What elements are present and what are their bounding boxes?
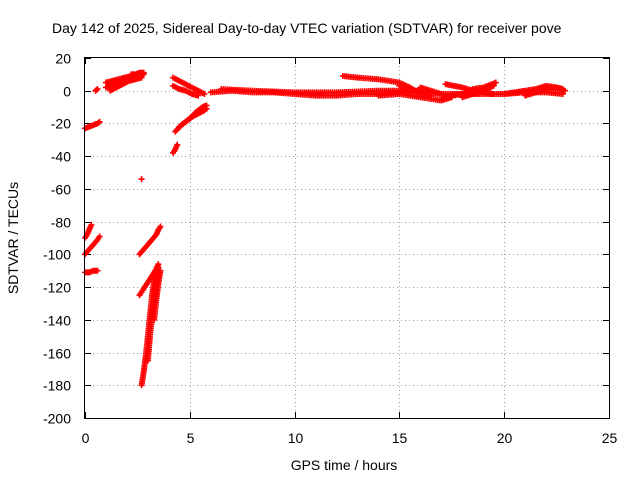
y-tick-label: -100 bbox=[43, 247, 71, 263]
data-point-marker bbox=[140, 69, 147, 76]
data-point-marker bbox=[203, 102, 210, 109]
x-tick-label: 0 bbox=[82, 430, 90, 446]
data-segment bbox=[138, 176, 145, 183]
y-tick-label: -20 bbox=[51, 116, 71, 132]
data-point-marker bbox=[490, 91, 497, 97]
data-point-marker bbox=[94, 267, 101, 274]
y-tick-label: -140 bbox=[43, 313, 71, 329]
data-point-marker bbox=[155, 264, 162, 271]
data-segment bbox=[218, 86, 424, 96]
y-tick-label: -160 bbox=[43, 346, 71, 362]
x-tick-label: 20 bbox=[497, 430, 513, 446]
data-point-marker bbox=[490, 82, 497, 89]
data-segment bbox=[128, 69, 147, 78]
y-tick-label: 20 bbox=[55, 51, 71, 67]
grid-lines bbox=[85, 58, 609, 418]
data-point-marker bbox=[138, 176, 145, 183]
data-segment bbox=[136, 223, 164, 258]
data-segment bbox=[82, 221, 95, 241]
data-point-marker bbox=[157, 267, 164, 274]
data-point-marker bbox=[96, 233, 103, 240]
data-segment bbox=[396, 82, 434, 99]
data-segment bbox=[459, 82, 497, 101]
data-point-marker bbox=[96, 118, 103, 125]
data-segment bbox=[186, 102, 210, 122]
data-segment bbox=[82, 267, 101, 276]
data-segment bbox=[170, 82, 202, 99]
data-point-marker bbox=[95, 119, 102, 126]
chart-title: Day 142 of 2025, Sidereal Day-to-day VTE… bbox=[52, 20, 562, 36]
data-segment bbox=[170, 141, 181, 156]
y-tick-label: -80 bbox=[51, 215, 71, 231]
x-tick-label: 25 bbox=[602, 430, 618, 446]
data-segment bbox=[82, 118, 103, 132]
data-segment bbox=[107, 74, 145, 94]
y-tick-label: -40 bbox=[51, 149, 71, 165]
y-tick-label: 0 bbox=[63, 84, 71, 100]
x-tick-label: 15 bbox=[392, 430, 408, 446]
data-segment bbox=[522, 84, 566, 99]
data-point-marker bbox=[195, 92, 202, 99]
plot-frame bbox=[84, 57, 610, 419]
y-axis-label: SDTVAR / TECUs bbox=[5, 182, 21, 294]
data-point-marker bbox=[93, 86, 100, 93]
y-tick-label: -120 bbox=[43, 280, 71, 296]
data-point-marker bbox=[174, 141, 181, 148]
x-tick-label: 10 bbox=[288, 430, 304, 446]
axis-ticks bbox=[85, 58, 610, 419]
data-segment bbox=[417, 84, 445, 97]
y-tick-label: -180 bbox=[43, 378, 71, 394]
data-point-marker bbox=[559, 86, 566, 93]
y-tick-label: -200 bbox=[43, 411, 71, 427]
data-point-marker bbox=[94, 86, 101, 93]
data-points bbox=[82, 69, 568, 389]
y-tick-labels: 20 0 -20 -40 -60 -80 -100 -120 -140 -160 -180 -200 bbox=[43, 51, 71, 427]
x-tick-labels: 0 5 10 15 20 25 bbox=[82, 430, 618, 446]
y-tick-label: -60 bbox=[51, 182, 71, 198]
data-point-marker bbox=[157, 223, 164, 230]
data-segment bbox=[151, 267, 164, 323]
data-point-marker bbox=[201, 91, 208, 97]
x-axis-label: GPS time / hours bbox=[291, 457, 398, 473]
data-point-marker bbox=[492, 79, 499, 86]
data-point-marker bbox=[88, 221, 95, 228]
data-segment bbox=[92, 86, 101, 94]
x-tick-label: 5 bbox=[187, 430, 195, 446]
